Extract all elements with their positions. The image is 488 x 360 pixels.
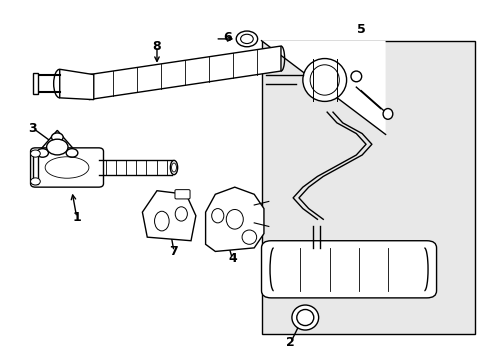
Text: 1: 1 — [72, 211, 81, 224]
Text: 5: 5 — [356, 23, 365, 36]
Text: 7: 7 — [169, 245, 178, 258]
Polygon shape — [33, 130, 81, 158]
Ellipse shape — [291, 305, 318, 330]
Bar — [261, 41, 474, 334]
Text: 3: 3 — [29, 122, 37, 135]
Polygon shape — [89, 46, 281, 100]
FancyBboxPatch shape — [261, 241, 436, 298]
Polygon shape — [142, 191, 196, 241]
Text: 2: 2 — [286, 336, 294, 349]
Ellipse shape — [302, 59, 346, 102]
Circle shape — [51, 133, 63, 141]
Polygon shape — [60, 69, 94, 100]
Ellipse shape — [350, 71, 361, 82]
Polygon shape — [33, 152, 38, 184]
Text: 4: 4 — [227, 252, 236, 265]
Circle shape — [30, 150, 40, 157]
Ellipse shape — [170, 160, 177, 175]
Polygon shape — [261, 41, 385, 134]
FancyBboxPatch shape — [30, 148, 103, 187]
Circle shape — [236, 31, 257, 47]
Text: 8: 8 — [152, 40, 161, 53]
Ellipse shape — [382, 109, 392, 119]
Circle shape — [46, 139, 68, 155]
Circle shape — [30, 178, 40, 185]
FancyBboxPatch shape — [175, 190, 190, 199]
Text: 6: 6 — [223, 31, 231, 44]
Polygon shape — [33, 73, 38, 94]
Circle shape — [66, 149, 78, 157]
Circle shape — [37, 149, 48, 157]
Polygon shape — [205, 187, 264, 251]
